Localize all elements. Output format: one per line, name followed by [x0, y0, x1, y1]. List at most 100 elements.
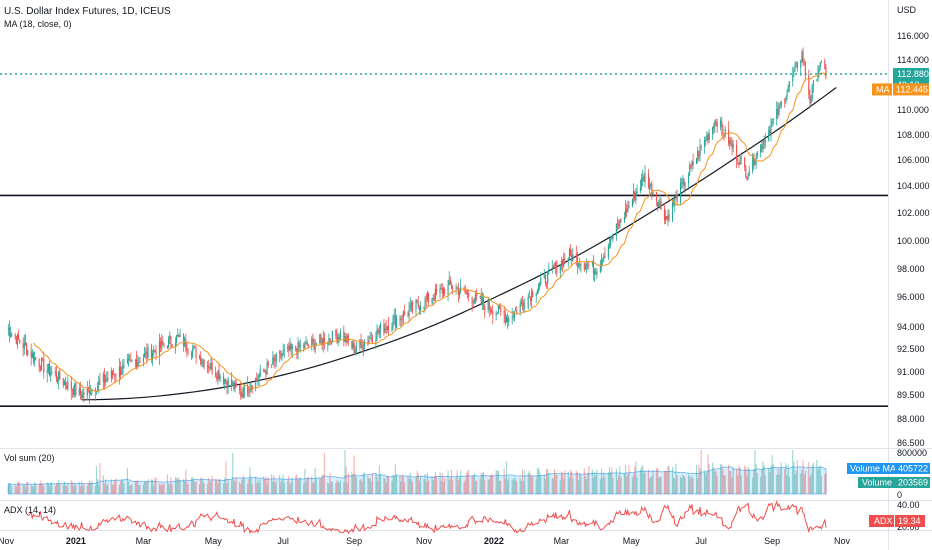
adx-legend[interactable]: ADX (14, 14)	[4, 505, 56, 515]
adx-pane[interactable]	[27, 499, 827, 535]
candle	[651, 183, 653, 195]
candle	[824, 61, 826, 70]
candle	[10, 335, 12, 337]
volume-bar	[303, 483, 305, 494]
candle	[7, 328, 9, 330]
candle	[176, 335, 178, 343]
candle	[762, 144, 764, 150]
candle	[489, 309, 491, 312]
price-tick-label: 86.500	[897, 438, 925, 448]
time-tick-label: Jul	[695, 536, 707, 546]
candle	[770, 124, 772, 135]
volume-bar	[687, 474, 690, 494]
candle	[223, 376, 225, 384]
volume-bar	[523, 481, 525, 494]
volume-bar	[748, 469, 750, 494]
candle	[403, 312, 406, 314]
candle	[545, 284, 548, 285]
candle	[264, 370, 266, 372]
candle	[432, 298, 434, 300]
candle	[121, 372, 123, 375]
volume-bar	[64, 485, 67, 494]
volume-bar	[127, 481, 130, 494]
volume-bar	[460, 471, 462, 494]
volume-pane[interactable]	[7, 450, 827, 495]
volume-bar	[55, 482, 57, 494]
volume-bar	[447, 470, 449, 494]
volume-bar	[636, 476, 638, 494]
volume-bar	[551, 478, 553, 494]
symbol-title[interactable]: U.S. Dollar Index Futures, 1D, ICEUS	[4, 6, 171, 17]
volume-legend[interactable]: Vol sum (20)	[4, 453, 55, 463]
volume-bar	[524, 469, 526, 494]
candle	[90, 392, 92, 396]
candle	[361, 344, 363, 349]
volume-bar	[144, 481, 146, 494]
candle	[731, 143, 733, 148]
volume-bar	[99, 463, 101, 494]
volume-bar	[519, 478, 521, 494]
volume-bar	[50, 482, 52, 494]
candle	[679, 183, 682, 203]
candle	[697, 150, 699, 159]
candle	[729, 139, 731, 145]
time-tick-label: Mar	[136, 536, 152, 546]
volume-bar	[211, 475, 213, 494]
volume-bar	[635, 461, 637, 494]
candle	[298, 342, 300, 348]
candle	[769, 129, 771, 134]
volume-bar	[393, 475, 395, 494]
candle	[79, 388, 81, 395]
volume-bar	[627, 473, 629, 494]
ma-legend[interactable]: MA (18, close, 0)	[4, 19, 72, 29]
volume-bar	[804, 471, 806, 494]
volume-bar	[71, 481, 73, 494]
volume-bar	[178, 478, 180, 494]
candle	[687, 174, 690, 184]
candle	[239, 385, 241, 391]
candle	[536, 289, 538, 294]
volume-bar	[91, 480, 93, 494]
candle	[219, 376, 221, 379]
volume-bar	[335, 482, 337, 494]
volume-bar	[40, 483, 43, 494]
candle	[529, 296, 532, 301]
candle	[786, 92, 788, 98]
candle	[456, 287, 458, 289]
candle	[407, 314, 409, 316]
volume-bar	[731, 477, 733, 494]
volume-bar	[403, 482, 406, 494]
volume-bar	[38, 484, 40, 494]
volume-bar	[668, 466, 670, 494]
volume-bar	[547, 468, 549, 494]
candle	[186, 347, 188, 352]
volume-bar	[280, 482, 282, 494]
candle	[391, 327, 393, 332]
candle	[602, 260, 604, 262]
candle	[306, 342, 308, 346]
volume-bar	[345, 466, 347, 494]
candle	[154, 350, 156, 352]
candle	[802, 52, 804, 64]
candle	[137, 362, 139, 367]
candle	[384, 327, 386, 332]
candle	[249, 389, 251, 392]
candle	[280, 350, 282, 357]
volume-bar	[634, 466, 636, 494]
volume-bar	[420, 475, 422, 494]
volume-bar	[107, 483, 109, 494]
volume-bar	[720, 464, 722, 494]
candle	[579, 264, 581, 266]
candle	[14, 334, 16, 337]
volume-bar	[739, 467, 741, 494]
volume-bar	[816, 459, 818, 494]
candle	[27, 350, 29, 355]
price-pane[interactable]	[0, 0, 888, 448]
candle	[547, 271, 549, 284]
volume-bar	[476, 479, 478, 494]
volume-bar	[641, 466, 643, 494]
candle	[282, 350, 284, 356]
volume-bar	[715, 470, 717, 494]
volume-bar	[599, 478, 601, 494]
candle	[194, 345, 196, 348]
